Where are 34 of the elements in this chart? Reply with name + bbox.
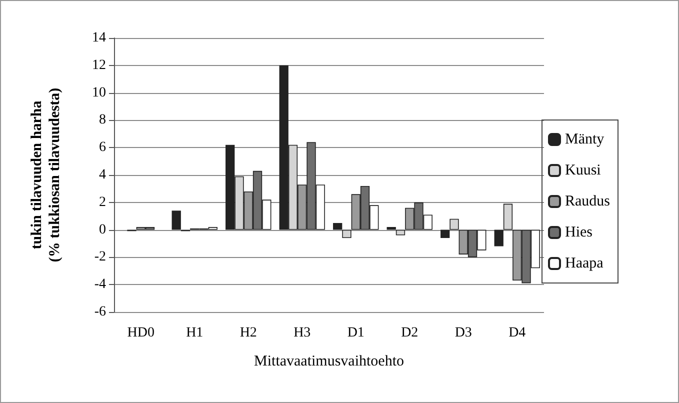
y-tick-label: 4: [99, 168, 106, 182]
legend-label: Raudus: [565, 194, 610, 210]
y-tick-label: 0: [99, 222, 106, 238]
bar: [172, 210, 181, 230]
x-tick-label: D4: [508, 326, 526, 340]
bar: [450, 218, 459, 230]
y-tick-label: 2: [99, 194, 106, 210]
y-tick-label: 14: [92, 30, 106, 46]
x-tick-label: D3: [454, 326, 472, 340]
legend-label: Haapa: [565, 256, 604, 272]
legend-label: Mänty: [565, 132, 605, 148]
y-axis-title: tukin tilavuuden harha (% tukkiosan tilavuudesta): [29, 88, 63, 262]
x-tick-label: HD0: [127, 326, 154, 340]
y-tick-label: 6: [99, 140, 106, 156]
bar: [494, 230, 504, 246]
y-tick-label: -4: [94, 277, 106, 292]
x-tick-label: H1: [186, 326, 204, 340]
x-axis-title: Mittavaatimusvaihtoehto: [254, 354, 404, 370]
legend-label: Kuusi: [565, 162, 601, 178]
bar: [396, 230, 406, 236]
bar: [503, 204, 513, 230]
legend-label: Hies: [565, 224, 593, 240]
x-tick-label: D2: [401, 326, 418, 340]
bar: [440, 230, 450, 238]
y-tick-label: -2: [94, 250, 106, 265]
y-tick-label: -6: [94, 304, 106, 320]
y-tick-label: 8: [99, 112, 106, 128]
y-tick-label: 10: [92, 85, 106, 100]
x-tick-label: H2: [240, 326, 257, 340]
bar: [333, 222, 342, 230]
bar: [342, 230, 352, 238]
x-tick-label: D1: [347, 326, 364, 340]
x-tick-label: H3: [294, 326, 311, 340]
y-tick-label: 12: [92, 58, 106, 73]
